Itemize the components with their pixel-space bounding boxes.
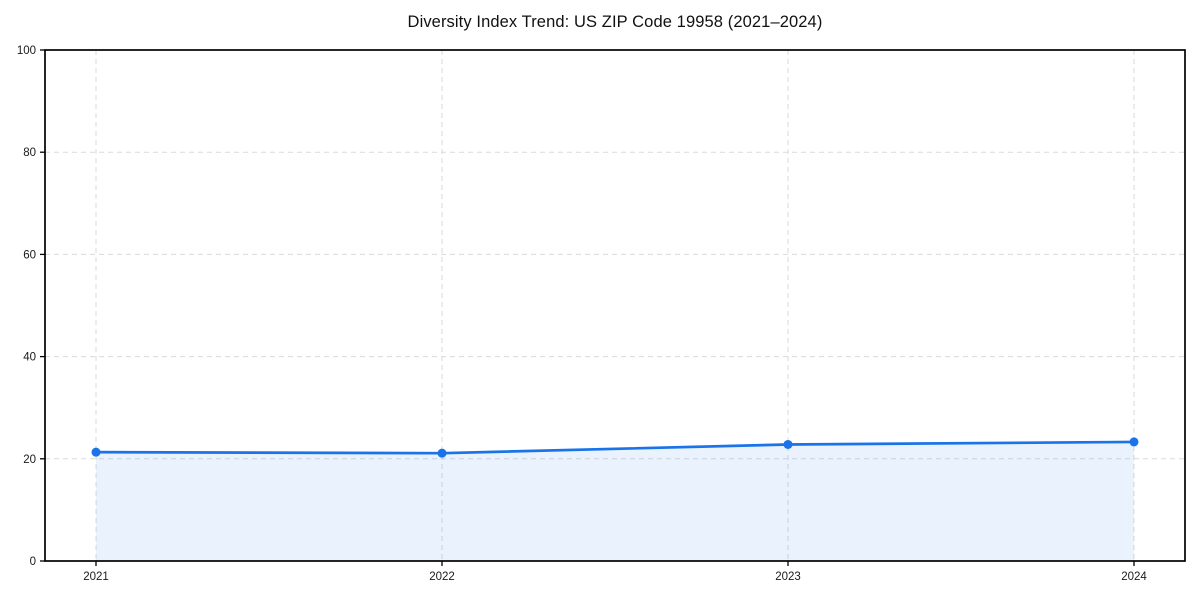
data-point-2021 <box>91 447 101 457</box>
x-tick-label: 2023 <box>775 571 801 583</box>
y-tick-label: 40 <box>23 352 36 364</box>
plot-area <box>45 50 1185 561</box>
area-fill <box>96 441 1134 561</box>
x-tick-label: 2021 <box>83 571 109 583</box>
axes-box <box>44 49 1186 562</box>
data-point-2022 <box>437 448 447 458</box>
y-tick-label: 60 <box>23 249 36 261</box>
x-tick-label: 2024 <box>1121 571 1147 583</box>
y-tick-label: 100 <box>17 45 36 57</box>
y-tick-label: 0 <box>30 556 36 568</box>
trend-line <box>94 440 1136 455</box>
chart-title: Diversity Index Trend: US ZIP Code 19958… <box>407 13 823 31</box>
data-point-2024 <box>1129 437 1139 447</box>
data-point-2023 <box>783 439 793 449</box>
x-tick-label: 2022 <box>429 571 455 583</box>
y-tick-label: 80 <box>23 147 36 159</box>
y-tick-label: 20 <box>23 454 36 466</box>
